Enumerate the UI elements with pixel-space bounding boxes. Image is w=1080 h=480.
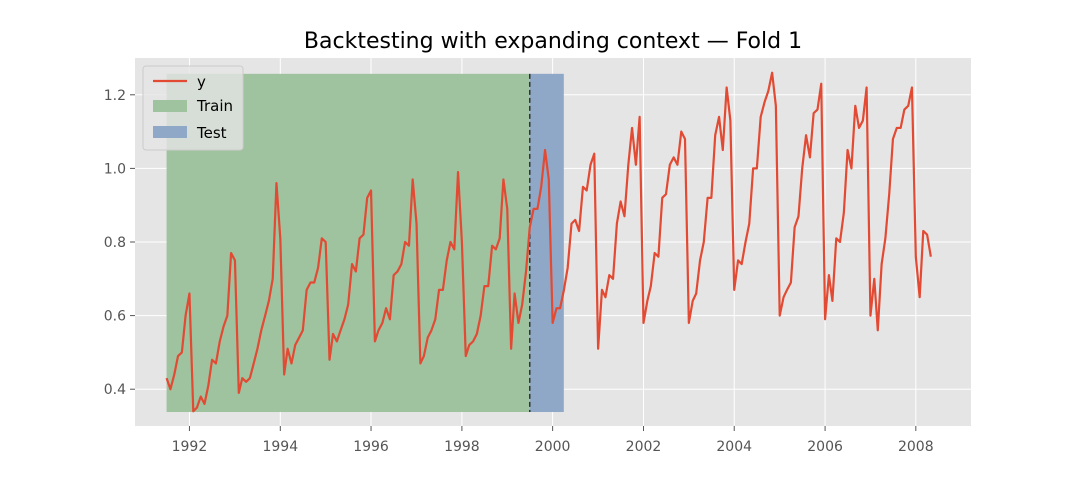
- x-tick-label: 1992: [172, 439, 208, 455]
- y-tick-label: 0.6: [104, 309, 126, 325]
- x-tick-label: 1994: [262, 439, 298, 455]
- y-tick-label: 1.0: [104, 161, 126, 177]
- x-tick-label: 2004: [716, 439, 752, 455]
- series-line-y: [165, 71, 932, 413]
- series: [165, 71, 932, 413]
- chart-title: Backtesting with expanding context — Fol…: [304, 29, 802, 54]
- x-tick-label: 2002: [626, 439, 662, 455]
- region-test: [529, 73, 564, 413]
- x-tick-label: 2008: [898, 439, 934, 455]
- x-tick-label: 2006: [807, 439, 843, 455]
- legend-label-train: Train: [196, 97, 233, 115]
- legend-label-test: Test: [196, 124, 227, 142]
- regions: [166, 73, 564, 413]
- legend-swatch-train: [153, 100, 187, 112]
- x-tick-label: 1998: [444, 439, 480, 455]
- legend: y Train Test: [142, 65, 244, 151]
- y-tick-label: 0.8: [104, 235, 126, 251]
- axis-ticks: 1992 1994 1996 1998 2000 2002 2004 2006 2008 0.4 0…: [104, 88, 934, 455]
- legend-swatch-test: [153, 126, 187, 138]
- x-tick-label: 1996: [353, 439, 389, 455]
- y-tick-label: 1.2: [104, 88, 126, 104]
- y-tick-label: 0.4: [104, 382, 126, 398]
- legend-label-y: y: [197, 73, 206, 91]
- x-tick-label: 2000: [535, 439, 571, 455]
